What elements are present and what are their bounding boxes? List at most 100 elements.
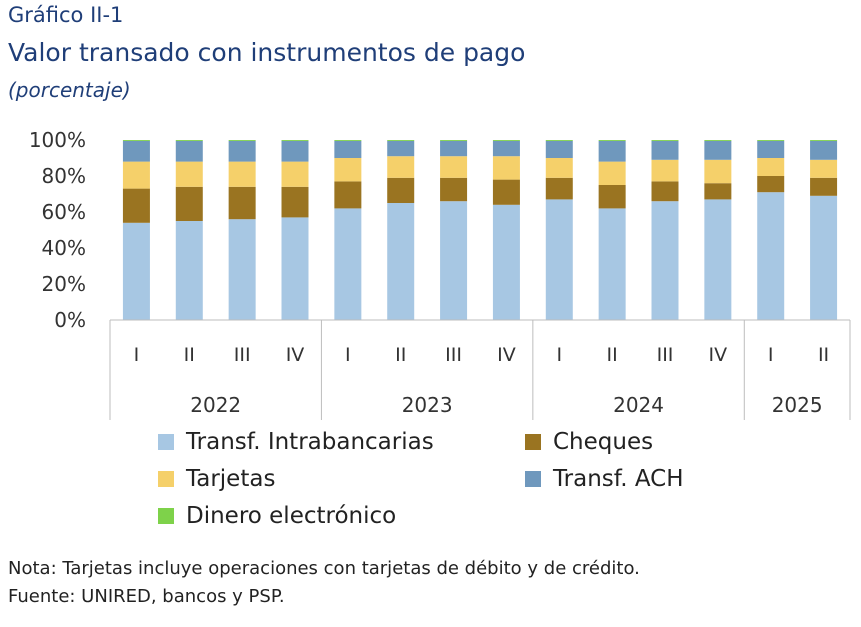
bar-segment-3 <box>810 140 838 160</box>
bar-segment-2 <box>281 161 309 187</box>
y-tick-label: 100% <box>29 128 86 152</box>
bar-segment-3 <box>440 140 468 157</box>
legend-swatch-cheques <box>525 434 541 450</box>
x-tick-label: IV <box>709 344 728 366</box>
x-tick-label: II <box>818 344 829 366</box>
bar-segment-3 <box>757 140 785 158</box>
y-tick-label: 40% <box>42 236 86 260</box>
legend-label-ach: Transf. ACH <box>553 466 684 492</box>
x-tick-label: III <box>234 344 251 366</box>
bar-segment-2 <box>810 159 838 178</box>
x-group-label: 2024 <box>613 393 664 417</box>
bar-segment-0 <box>228 219 256 320</box>
legend-item-intrabancarias: Transf. Intrabancarias <box>158 429 434 455</box>
bar-segment-4 <box>704 140 732 141</box>
bar-segment-1 <box>334 181 362 209</box>
bar-segment-1 <box>492 179 520 205</box>
bar-segment-0 <box>545 199 573 320</box>
bar-segment-1 <box>545 177 573 200</box>
bar-segment-3 <box>545 140 573 158</box>
bar-segment-3 <box>704 140 732 160</box>
bar-segment-1 <box>440 177 468 202</box>
bar-segment-0 <box>122 222 150 320</box>
bar-segment-3 <box>175 140 203 162</box>
x-group-label: 2022 <box>190 393 241 417</box>
x-tick-label: III <box>657 344 674 366</box>
bar-segment-2 <box>175 161 203 187</box>
stacked-bar-chart: 0%20%40%60%80%100%I II III IV I II III IV I II III… <box>29 128 851 420</box>
bar-segment-3 <box>387 140 415 157</box>
bar-segment-2 <box>598 161 626 185</box>
x-tick-label: IV <box>286 344 305 366</box>
bar-segment-2 <box>651 159 679 182</box>
bar-segment-3 <box>651 140 679 160</box>
bar-segment-2 <box>704 159 732 184</box>
bar-segment-4 <box>175 140 203 141</box>
bar-segment-2 <box>757 158 785 176</box>
bar-segment-2 <box>492 156 520 180</box>
bar-segment-4 <box>334 140 362 141</box>
x-tick-label: IV <box>497 344 516 366</box>
y-tick-label: 0% <box>54 308 86 332</box>
bar-segment-1 <box>175 186 203 221</box>
legend-label-intrabancarias: Transf. Intrabancarias <box>186 429 434 455</box>
bar-segment-0 <box>651 201 679 320</box>
bar-segment-1 <box>387 177 415 203</box>
legend-label-cheques: Cheques <box>553 429 654 455</box>
bar-segment-0 <box>440 201 468 320</box>
x-tick-label: I <box>556 344 562 366</box>
x-tick-label: I <box>768 344 774 366</box>
bar-segment-4 <box>651 140 679 141</box>
x-tick-label: II <box>607 344 618 366</box>
bar-segment-2 <box>334 158 362 182</box>
x-tick-label: II <box>184 344 195 366</box>
chart-note: Nota: Tarjetas incluye operaciones con t… <box>8 558 640 579</box>
legend-swatch-ach <box>525 471 541 487</box>
bar-segment-1 <box>651 181 679 202</box>
legend-label-tarjetas: Tarjetas <box>186 466 276 492</box>
bar-segment-1 <box>228 186 256 220</box>
bar-segment-3 <box>122 140 150 162</box>
x-tick-label: I <box>345 344 351 366</box>
bar-segment-3 <box>334 140 362 158</box>
legend-swatch-tarjetas <box>158 471 174 487</box>
bar-segment-2 <box>545 158 573 178</box>
chart-source: Fuente: UNIRED, bancos y PSP. <box>8 586 285 607</box>
bar-segment-1 <box>757 176 785 193</box>
bar-segment-4 <box>387 140 415 141</box>
legend-item-dinero-electronico: Dinero electrónico <box>158 503 396 529</box>
bar-segment-1 <box>122 188 150 223</box>
bar-segment-0 <box>598 208 626 320</box>
chart-subtitle: (porcentaje) <box>8 78 131 102</box>
bar-segment-4 <box>810 140 838 141</box>
bar-segment-0 <box>810 195 838 320</box>
bar-segment-4 <box>440 140 468 141</box>
y-tick-label: 80% <box>42 164 86 188</box>
bar-segment-0 <box>334 208 362 320</box>
bar-segment-4 <box>228 140 256 141</box>
legend-swatch-dinero-electronico <box>158 508 174 524</box>
legend-swatch-intrabancarias <box>158 434 174 450</box>
bar-segment-1 <box>281 186 309 218</box>
chart-title: Valor transado con instrumentos de pago <box>8 38 526 67</box>
bar-segment-4 <box>598 140 626 141</box>
bar-segment-0 <box>175 221 203 320</box>
x-tick-label: III <box>445 344 462 366</box>
x-group-label: 2023 <box>402 393 453 417</box>
x-tick-label: II <box>395 344 406 366</box>
bar-segment-4 <box>757 140 785 141</box>
bar-segment-4 <box>545 140 573 141</box>
legend-item-cheques: Cheques <box>525 429 653 455</box>
bar-segment-2 <box>440 156 468 178</box>
y-tick-label: 60% <box>42 200 86 224</box>
bar-segment-1 <box>810 177 838 196</box>
bar-segment-2 <box>122 161 150 189</box>
bar-segment-3 <box>281 140 309 162</box>
bar-segment-4 <box>492 140 520 141</box>
legend-item-tarjetas: Tarjetas <box>158 466 275 492</box>
bar-segment-4 <box>281 140 309 141</box>
bar-segment-3 <box>228 140 256 162</box>
bar-segment-3 <box>598 140 626 162</box>
bar-segment-2 <box>228 161 256 187</box>
figure-label: Gráfico II-1 <box>8 3 124 27</box>
